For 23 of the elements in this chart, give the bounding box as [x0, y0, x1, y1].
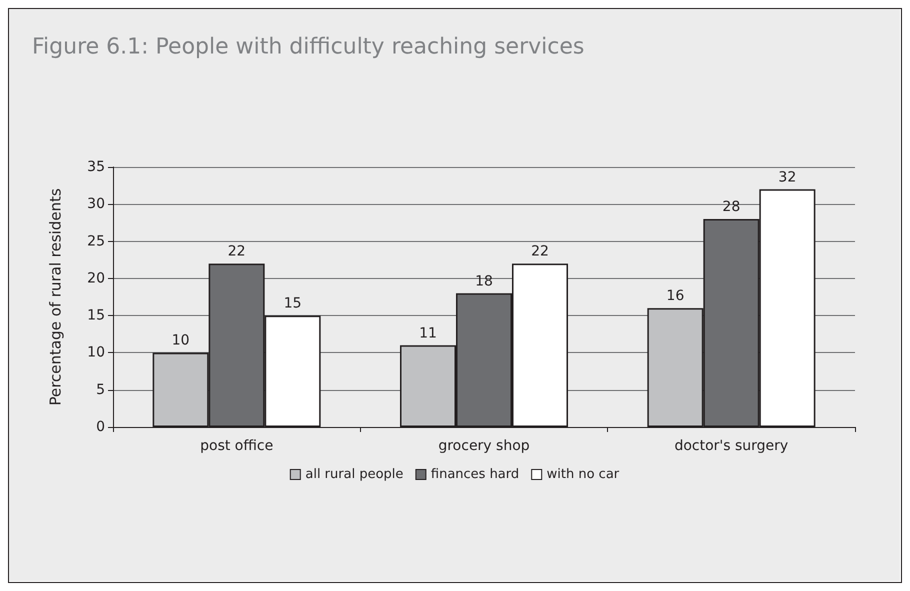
data-label: 32 — [778, 169, 796, 186]
legend-label: all rural people — [305, 467, 404, 482]
y-tick-label: 0 — [96, 419, 105, 435]
legend-label: finances hard — [430, 467, 520, 482]
y-tick-label: 20 — [87, 270, 105, 286]
y-tick-label: 35 — [87, 159, 105, 175]
y-tick-label: 30 — [87, 196, 105, 212]
data-label: 16 — [666, 288, 684, 304]
y-tick-label: 10 — [87, 344, 105, 361]
y-tick-label: 15 — [87, 308, 105, 324]
data-label: 10 — [172, 332, 190, 349]
data-label: 15 — [284, 296, 302, 312]
y-tick-label: 25 — [87, 233, 105, 250]
data-label: 22 — [531, 244, 549, 260]
legend-label: with no car — [546, 467, 620, 482]
data-label: 11 — [419, 325, 437, 342]
data-label: 22 — [228, 244, 246, 260]
y-tick-label: 5 — [96, 382, 105, 398]
x-tick-label: post office — [200, 438, 274, 454]
x-tick-label: doctor's surgery — [674, 438, 788, 454]
chart-title: Figure 6.1: People with difficulty reaching services — [32, 34, 584, 60]
y-axis-title: Percentage of rural residents — [46, 188, 64, 406]
x-tick-label: grocery shop — [438, 438, 530, 454]
